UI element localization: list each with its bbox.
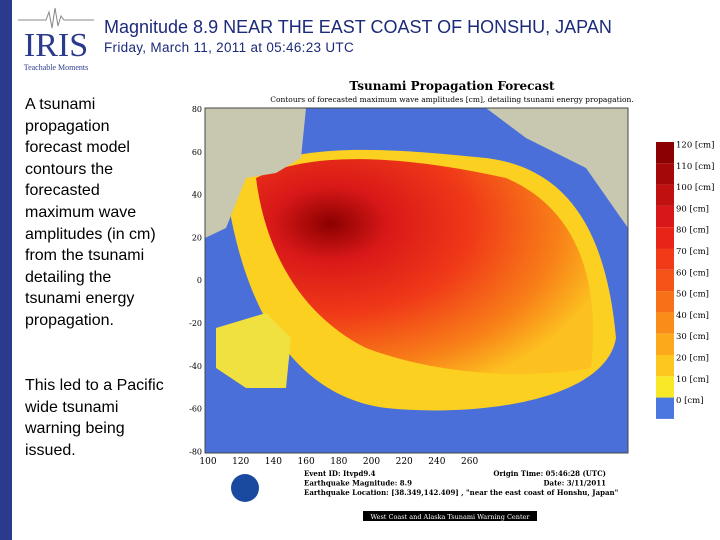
lon-label: 140 [265,457,282,467]
logo: IRIS Teachable Moments [18,7,94,72]
legend-label: 20 [cm] [676,354,709,364]
legend-swatch [656,291,674,313]
land [205,108,306,238]
legend: 120 [cm] 110 [cm] 100 [cm] 90 [cm] 80 [cm] 70… [656,141,714,419]
subtitle: Friday, March 11, 2011 at 05:46:23 UTC [104,40,355,55]
legend-swatch [656,184,674,206]
lon-label: 100 [199,457,216,467]
lat-label: -20 [189,319,202,328]
lon-label: 120 [232,457,249,467]
legend-swatch [656,333,674,355]
lon-label: 160 [298,457,315,467]
legend-swatch [656,312,674,334]
lat-label: -60 [189,405,202,414]
body-paragraph: A tsunami propagation forecast model con… [25,96,156,329]
event-line: Earthquake Magnitude: 8.9 [304,479,412,488]
lon-label: 200 [363,457,380,467]
legend-label: 30 [cm] [676,332,709,342]
plot-frame [204,107,629,454]
origin-line: Origin Time: 05:46:28 (UTC) [493,469,606,478]
lat-label: -80 [189,447,202,456]
seismogram [18,7,94,29]
legend-swatch [656,376,674,398]
map-subtitle: Contours of forecasted maximum wave ampl… [270,95,634,104]
origin-line: Date: 3/11/2011 [543,479,606,488]
event-line: Event ID: Itvpd9.4 [304,469,376,478]
lat-label: 40 [192,191,202,200]
lon-label: 260 [461,457,478,467]
forecast-map: Tsunami Propagation Forecast Contours of… [186,78,718,530]
legend-swatch [656,227,674,249]
legend-label: 80 [cm] [676,226,709,236]
footer-bar [363,511,537,521]
wave-high [256,159,594,374]
footer-text: West Coast and Alaska Tsunami Warning Ce… [370,513,530,521]
side-stripe [0,0,12,540]
legend-swatch [656,248,674,270]
legend-label: 90 [cm] [676,204,709,214]
legend-label: 120 [cm] [676,141,714,151]
legend-label: 10 [cm] [676,375,709,385]
legend-swatch [656,397,674,419]
noaa-logo [231,474,259,502]
event-line: Earthquake Location: [38.349,142.409] , … [304,488,618,497]
lat-label: 20 [192,233,202,242]
lon-label: 240 [428,457,445,467]
legend-label: 0 [cm] [676,396,704,406]
legend-label: 100 [cm] [676,183,714,193]
lat-label: 0 [197,276,202,285]
legend-label: 50 [cm] [676,290,709,300]
land [486,108,628,228]
title: Magnitude 8.9 NEAR THE EAST COAST OF HON… [104,17,612,37]
lat-label: 60 [192,148,202,157]
land [216,313,291,388]
map-plot [204,107,629,454]
map-title: Tsunami Propagation Forecast [349,79,555,93]
legend-swatch [656,269,674,292]
legend-swatch [656,142,674,164]
body-paragraph: This led to a Pacific wide tsunami warni… [25,377,164,459]
legend-swatch [656,355,674,377]
lat-label: 80 [192,105,202,114]
lon-label: 220 [396,457,413,467]
legend-label: 70 [cm] [676,247,709,257]
legend-label: 40 [cm] [676,311,709,321]
legend-swatch [656,205,674,228]
logo-text: IRIS [24,27,88,64]
legend-label: 60 [cm] [676,268,709,278]
legend-label: 110 [cm] [676,162,714,172]
logo-tagline: Teachable Moments [24,63,89,72]
lat-label: -40 [189,362,202,371]
lon-label: 180 [330,457,347,467]
legend-swatch [656,163,674,185]
